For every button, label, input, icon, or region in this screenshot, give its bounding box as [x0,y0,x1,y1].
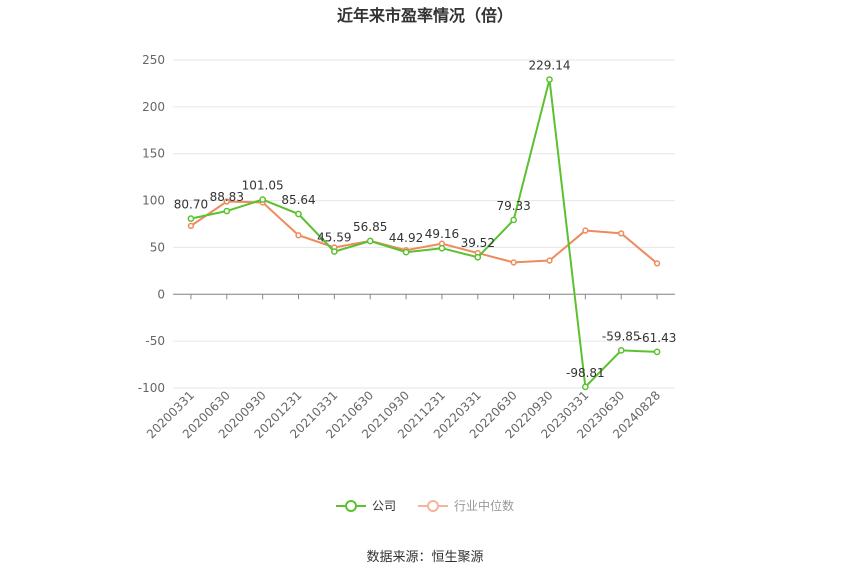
legend-item-company[interactable]: 公司 [335,497,396,514]
company-data-point [582,383,589,391]
company-data-label: 56.85 [353,220,387,234]
company-data-label: 229.14 [529,59,571,73]
company-data-point [510,216,517,224]
company-data-point [617,347,625,354]
industry-data-point [510,259,517,266]
y-tick-label: 150 [142,147,165,161]
chart-plot: -100-50050100150200250202003312020063020… [138,53,677,441]
company-data-label: 80.70 [174,198,208,212]
company-data-point [223,207,231,215]
legend: 公司 行业中位数 [0,497,850,514]
company-data-point [653,348,661,356]
company-data-label: -61.43 [638,331,677,345]
y-tick-label: 250 [142,53,165,67]
y-tick-label: 50 [150,240,165,254]
y-tick-label: -50 [145,334,165,348]
legend-industry-marker-icon [418,499,448,512]
industry-data-point [187,222,195,230]
company-data-label: 85.64 [281,193,315,207]
company-data-label: 79.33 [496,199,530,213]
company-data-label: -98.81 [566,366,605,380]
company-data-label: 101.05 [242,179,284,193]
legend-company-label: 公司 [371,499,396,513]
company-data-point [402,248,410,256]
industry-data-point [618,230,625,237]
company-data-point [259,196,266,203]
industry-series-line [190,200,658,265]
company-series-line [190,79,658,390]
company-data-point [331,248,338,255]
company-data-point [438,244,446,252]
company-data-point [187,215,195,223]
industry-data-point [223,198,230,205]
company-data-label: 44.92 [389,231,423,245]
industry-data-point [582,227,589,234]
y-tick-label: 100 [142,194,165,208]
industry-data-point [546,257,553,264]
company-data-label: 49.16 [425,227,459,241]
y-tick-label: 200 [142,100,165,114]
company-data-point [546,76,553,83]
company-data-point [295,210,302,218]
legend-company-marker-icon [335,499,366,512]
y-tick-label: -100 [138,381,165,395]
y-tick-label: 0 [157,287,165,301]
chart-title: 近年来市盈率情况（倍） [336,6,513,25]
company-data-label: 88.83 [210,190,244,204]
legend-item-industry[interactable]: 行业中位数 [418,497,514,514]
legend-industry-label: 行业中位数 [454,499,515,513]
industry-data-point [295,232,302,239]
company-data-point [366,237,374,245]
company-data-label: -59.85 [602,329,641,343]
company-data-point [474,253,482,261]
industry-data-point [653,260,661,267]
data-source: 数据来源：恒生聚源 [366,550,484,565]
company-data-label: 39.52 [461,236,495,250]
company-data-label: 45.59 [317,231,351,245]
